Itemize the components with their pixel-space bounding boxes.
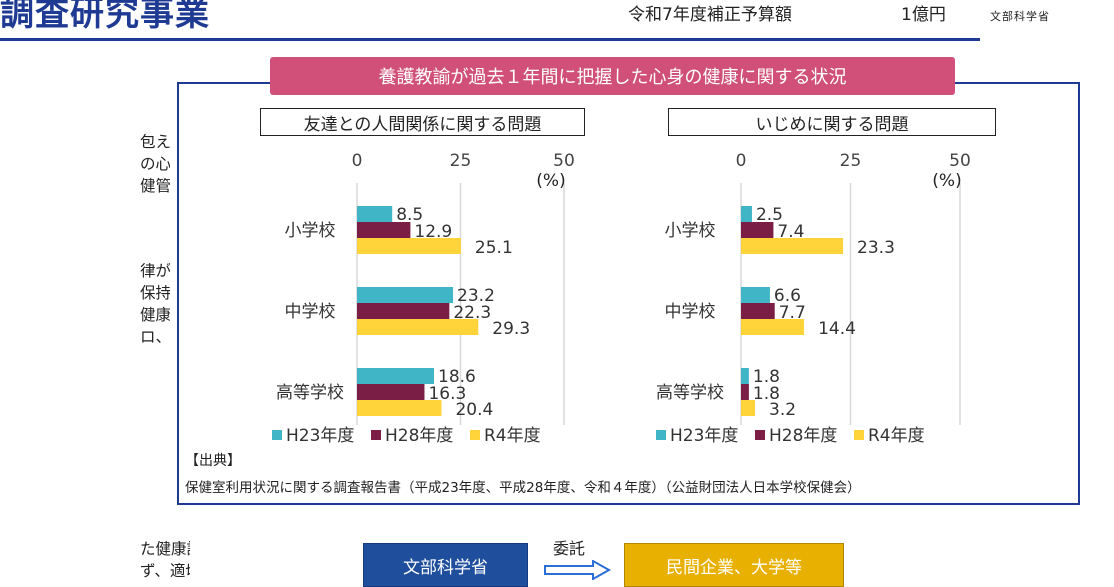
body-text-3: た健康課題に対応ず、適切な対応 — [140, 538, 190, 582]
body-text-line: ず、適切な対応 — [140, 562, 190, 580]
tick-label: 25 — [840, 151, 862, 171]
data-label: 22.3 — [453, 303, 491, 323]
flow-ministry-box: 文部科学省 — [363, 543, 528, 587]
unit-label: (%) — [536, 171, 565, 191]
data-label: 18.6 — [438, 367, 476, 387]
bar — [357, 384, 425, 400]
legend-label: H28年度 — [769, 426, 837, 446]
category-label: 高等学校 — [656, 383, 724, 403]
bar — [741, 368, 749, 384]
data-label: 6.6 — [774, 286, 801, 306]
page-title: 調査研究事業 — [0, 0, 210, 34]
body-text-line: 保持のための健 — [140, 284, 170, 302]
tick-label: 50 — [553, 151, 575, 171]
unit-label: (%) — [932, 171, 961, 191]
panel-title: 養護教諭が過去１年間に把握した心身の健康に関する状況 — [270, 57, 955, 95]
body-text-line: ロ、今後どのよう — [140, 328, 170, 346]
bar — [357, 303, 450, 319]
legend-label: H28年度 — [385, 426, 453, 446]
budget-label: 令和7年度補正予算額 — [628, 5, 792, 25]
bar — [741, 222, 774, 238]
data-label: 23.3 — [857, 238, 895, 258]
body-text-line: 包える現代的な — [140, 133, 170, 151]
ministry-logo: 文部科学省 — [990, 10, 1050, 23]
bar — [741, 287, 770, 303]
tick-label: 0 — [352, 151, 363, 171]
tick-label: 50 — [949, 151, 971, 171]
legend-label: H23年度 — [670, 426, 738, 446]
bar — [357, 206, 393, 222]
data-label: 16.3 — [428, 384, 466, 404]
data-label: 7.7 — [779, 303, 806, 323]
source-header: 【出典】 — [185, 453, 241, 469]
data-label: 23.2 — [457, 286, 495, 306]
budget-amount: 1億円 — [901, 5, 946, 25]
body-text-line: の心身の健康の — [140, 155, 170, 173]
body-text-2: 律が公布され、保持のための健健康課題として、ロ、今後どのよう — [140, 260, 170, 348]
bar — [741, 384, 749, 400]
bar — [741, 400, 756, 416]
category-label: 中学校 — [665, 302, 716, 322]
bar — [741, 238, 844, 254]
chart1-title: 友達との人間関係に関する問題 — [260, 108, 585, 136]
bar — [357, 400, 442, 416]
data-label: 7.4 — [777, 222, 804, 242]
body-text-line: 律が公布され、 — [140, 262, 170, 280]
category-label: 小学校 — [285, 221, 336, 241]
data-label: 29.3 — [492, 319, 530, 339]
bar — [741, 206, 752, 222]
bar — [357, 368, 435, 384]
chart2-title: いじめに関する問題 — [668, 108, 996, 136]
category-label: 中学校 — [285, 302, 336, 322]
data-label: 8.5 — [396, 205, 423, 225]
bar — [741, 303, 775, 319]
bar — [357, 238, 461, 254]
title-underline — [0, 38, 980, 41]
bar — [357, 319, 479, 335]
legend-swatch — [656, 430, 666, 440]
bar — [357, 222, 411, 238]
legend-swatch — [470, 430, 480, 440]
body-text-line: 健管理の確保が — [140, 177, 170, 195]
legend-swatch — [371, 430, 381, 440]
data-label: 25.1 — [475, 238, 513, 258]
arrow-right-icon — [544, 560, 612, 580]
legend-swatch — [755, 430, 765, 440]
data-label: 3.2 — [769, 400, 796, 420]
legend-label: H23年度 — [286, 426, 354, 446]
data-label: 20.4 — [455, 400, 493, 420]
flow-contract-label: 委託 — [553, 539, 586, 558]
category-label: 小学校 — [665, 221, 716, 241]
legend-swatch — [854, 430, 864, 440]
data-label: 12.9 — [414, 222, 452, 242]
category-label: 高等学校 — [276, 383, 344, 403]
body-text-1: 包える現代的なの心身の健康の健管理の確保が — [140, 131, 170, 197]
data-label: 1.8 — [753, 384, 780, 404]
body-text-line: 健康課題として、 — [140, 306, 170, 324]
data-label: 14.4 — [818, 319, 856, 339]
body-text-line: た健康課題に対応 — [140, 540, 190, 558]
source-text: 保健室利用状況に関する調査報告書（平成23年度、平成28年度、令和４年度）（公益… — [185, 480, 861, 496]
data-label: 2.5 — [756, 205, 783, 225]
bar — [741, 319, 805, 335]
tick-label: 25 — [450, 151, 472, 171]
flow-partner-box: 民間企業、大学等 — [624, 543, 844, 587]
legend-swatch — [272, 430, 282, 440]
bar — [357, 287, 454, 303]
legend-label: R4年度 — [868, 426, 925, 446]
data-label: 1.8 — [753, 367, 780, 387]
tick-label: 0 — [736, 151, 747, 171]
legend-label: R4年度 — [484, 426, 541, 446]
